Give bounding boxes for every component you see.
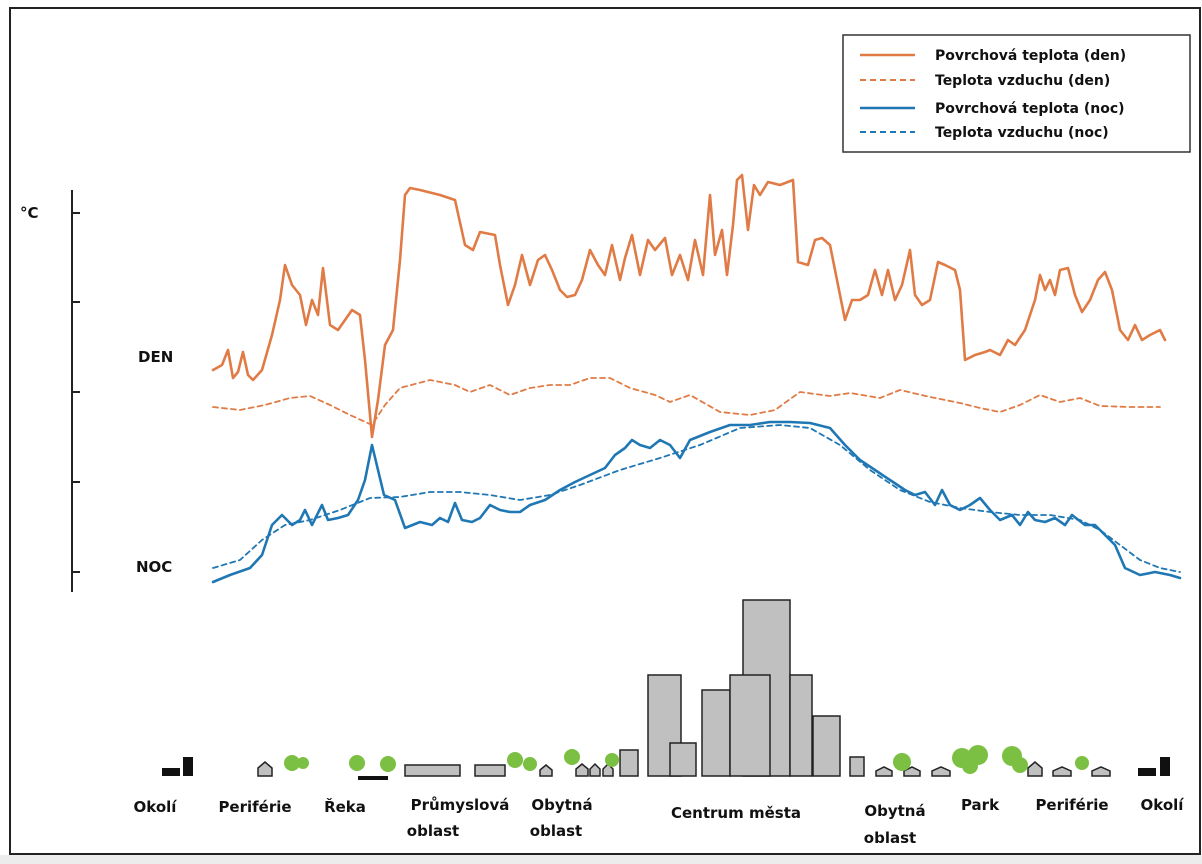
zone-label: Periférie [218,798,291,816]
houses [257,761,1111,777]
zone-label: Periférie [1035,796,1108,814]
legend: Povrchová teplota (den) Teplota vzduchu … [842,34,1191,153]
zone-labels: Okolí Periférie Řeka Průmyslová oblast O… [134,796,1185,847]
frame [9,7,1201,855]
day-label: DEN [138,348,173,366]
zone-label: Obytná [531,796,592,814]
building [619,749,639,777]
zone-label: Okolí [134,798,178,816]
landscape [162,599,1170,780]
building [183,757,193,776]
zone-label: Řeka [324,797,366,816]
building [1138,768,1156,776]
building [162,768,180,776]
zone-label: Okolí [1141,796,1185,814]
legend-label: Povrchová teplota (noc) [935,101,1125,117]
y-axis [71,190,80,592]
zone-label: Park [961,796,1000,814]
zone-label: oblast [864,829,916,847]
zone-label: oblast [530,822,582,840]
night-air-curve [212,424,1181,573]
river [358,776,388,780]
building [474,764,506,777]
night-surface-curve [211,420,1182,584]
building [729,674,771,777]
building [812,715,841,777]
building [669,742,697,777]
building [849,756,865,777]
legend-label: Teplota vzduchu (noc) [935,125,1109,141]
zone-label: Průmyslová [411,796,510,814]
building [789,674,813,777]
bottom-strip [0,855,1202,864]
zone-label: Obytná [864,802,925,820]
day-air-curve [212,377,1161,426]
legend-label: Povrchová teplota (den) [935,48,1126,64]
trees [284,745,1089,774]
zone-label: Centrum města [671,804,801,822]
building [404,764,461,777]
night-label: NOC [136,558,172,576]
legend-label: Teplota vzduchu (den) [935,73,1110,89]
building [1160,757,1170,776]
zone-label: oblast [407,822,459,840]
axis-unit: °C [20,204,39,222]
day-surface-curve [211,173,1167,439]
building [701,689,731,777]
